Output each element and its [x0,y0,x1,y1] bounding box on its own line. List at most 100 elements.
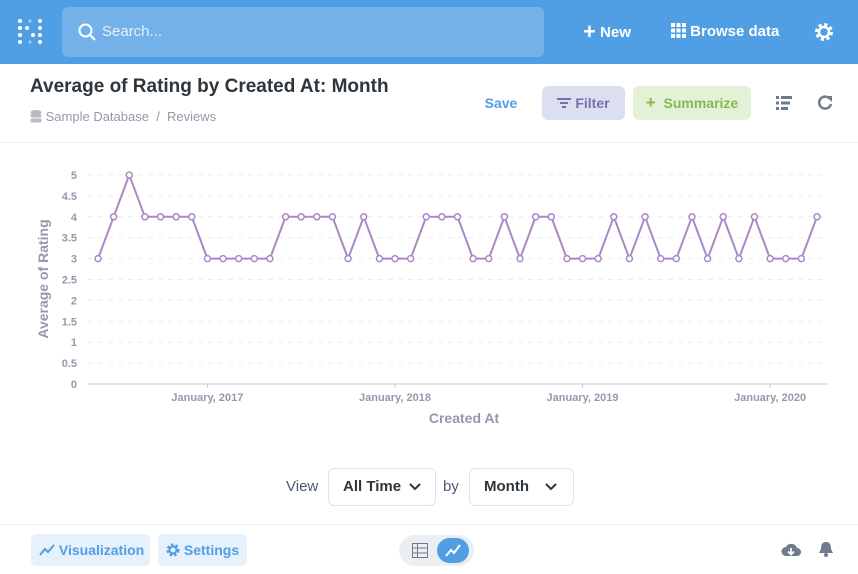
data-point [469,254,477,263]
data-point [234,254,243,263]
y-tick-label: 0.5 [62,358,77,370]
chevron [409,483,421,491]
data-point [547,213,556,221]
y-tick-label: 3 [71,254,77,266]
data-point [813,213,821,221]
list-icon[interactable] [776,96,792,110]
data-point [453,213,462,221]
data-point [109,213,118,221]
view-label: View [286,478,319,495]
line-icon [445,544,461,557]
y-tick-label: 0 [71,379,77,391]
summarize-button[interactable]: + Summarize [633,86,751,120]
settings-label: Settings [183,542,240,558]
data-point [735,254,743,263]
data-point [422,213,430,221]
data-point [94,254,102,263]
data-point [406,254,415,263]
question-header: Average of Rating by Created At: Month S… [0,64,858,143]
y-axis-label: Average of Rating [35,219,51,338]
data-point [125,171,134,179]
data-point [719,213,727,221]
footer-bar: Visualization Settings [0,524,858,574]
data-point [219,254,227,263]
save-button[interactable]: Save [484,95,518,111]
data-point [391,254,399,263]
data-point [531,213,540,221]
x-axis-label: Created At [429,410,500,426]
x-tick-label: January, 2019 [547,392,619,404]
data-point [781,254,790,263]
nav-bar: Search... + New Browse data [0,0,858,64]
data-point [359,213,368,221]
data-point [500,213,509,221]
breadcrumb: Sample Database / Reviews [30,109,216,124]
line-icon [39,544,55,556]
alert-icon[interactable] [818,541,834,558]
data-point [594,254,602,263]
data-point [672,254,681,263]
data-point [297,213,305,221]
table-link[interactable]: Reviews [167,109,217,124]
y-tick-label: 4.5 [62,191,77,203]
browse-button[interactable]: Browse data [671,0,779,64]
visualization-label: Visualization [58,542,145,558]
settings-button[interactable]: Settings [158,534,247,566]
data-point [156,213,165,221]
data-point [641,213,649,221]
settings-icon[interactable] [814,22,834,42]
unit-value: Month [484,478,529,495]
summarize-label: Summarize [663,95,739,111]
database-icon [30,110,42,123]
view-toggle [399,535,474,566]
search-box[interactable]: Search... [62,7,544,57]
x-tick-label: January, 2017 [171,392,243,404]
range-value: All Time [343,478,402,495]
browse-label: Browse data [690,23,780,40]
database-link[interactable]: Sample Database [45,109,149,124]
data-point [578,254,587,263]
unit-select[interactable]: Month [469,468,574,506]
data-point [281,213,290,221]
data-point [203,254,212,263]
visualization-button[interactable]: Visualization [31,534,150,566]
data-point [266,254,274,263]
search-icon [78,23,96,41]
download-icon[interactable] [781,542,801,557]
data-point [188,213,196,221]
y-tick-label: 4 [71,212,78,224]
by-label: by [443,478,459,495]
range-select[interactable]: All Time [328,468,436,506]
chart: Created At Average of Rating 0 0.5 1 1.5 2 2.… [35,170,828,426]
data-point [344,254,352,263]
filter-button[interactable]: Filter [542,86,625,120]
y-tick-label: 2.5 [62,275,77,287]
y-tick-label: 1 [71,337,77,349]
data-point [141,213,149,221]
y-tick-label: 3.5 [62,233,77,245]
filter-label: Filter [575,95,610,111]
x-tick-label: January, 2018 [359,392,431,404]
logo[interactable] [17,18,43,46]
data-point [328,213,337,221]
data-point [610,213,618,221]
chevron [545,483,557,491]
chart-toggle[interactable] [437,538,469,563]
search-placeholder: Search... [102,23,163,40]
filter-icon [557,98,572,108]
table-icon[interactable] [412,543,428,558]
data-point [172,213,180,221]
new-button[interactable]: + New [583,19,631,44]
y-tick-label: 2 [71,295,77,307]
gear-icon [166,543,180,557]
refresh-icon[interactable] [817,95,833,111]
data-point [485,254,493,263]
data-point [766,254,774,263]
question-title: Average of Rating by Created At: Month [30,76,389,97]
data-point [438,213,446,221]
y-tick-label: 5 [71,170,77,182]
data-point [250,254,259,263]
data-point [797,254,806,263]
x-tick-label: January, 2020 [734,392,806,404]
data-point [516,254,524,263]
